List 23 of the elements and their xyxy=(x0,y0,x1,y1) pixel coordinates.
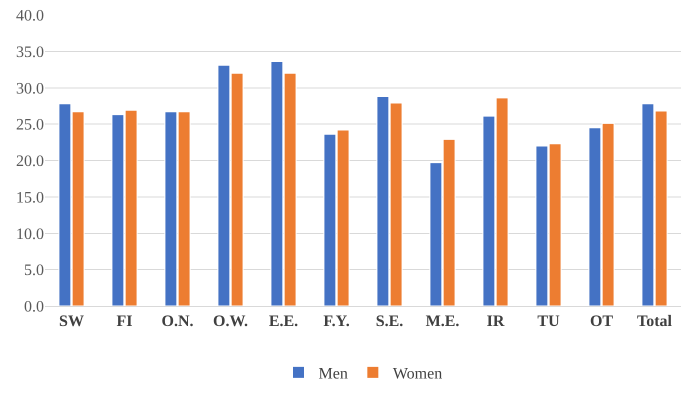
x-tick-label: SW xyxy=(59,313,84,330)
legend-label: Women xyxy=(392,366,442,383)
x-tick-label: OT xyxy=(590,313,614,330)
y-tick-label: 0.0 xyxy=(24,298,44,316)
x-tick-label: S.E. xyxy=(376,313,404,330)
y-tick-label: 25.0 xyxy=(16,116,44,134)
x-tick-label: O.N. xyxy=(162,313,194,330)
x-tick-label: Total xyxy=(637,313,673,330)
x-tick-label: FI xyxy=(116,313,132,330)
x-tick-label: IR xyxy=(486,313,505,330)
y-tick-label: 35.0 xyxy=(16,44,44,61)
x-tick-label: F.Y. xyxy=(323,313,350,330)
y-tick-label: 10.0 xyxy=(16,226,44,243)
y-tick-label: 5.0 xyxy=(24,262,44,280)
y-tick-label: 20.0 xyxy=(16,153,44,170)
x-tick-label: M.E. xyxy=(426,313,460,330)
y-tick-label: 40.0 xyxy=(16,8,44,25)
legend-label: Men xyxy=(318,366,348,383)
y-tick-label: 15.0 xyxy=(16,189,44,206)
y-tick-label: 30.0 xyxy=(16,80,44,98)
x-tick-label: TU xyxy=(537,313,560,330)
x-tick-label: O.W. xyxy=(213,313,248,330)
x-tick-label: E.E. xyxy=(268,313,298,330)
